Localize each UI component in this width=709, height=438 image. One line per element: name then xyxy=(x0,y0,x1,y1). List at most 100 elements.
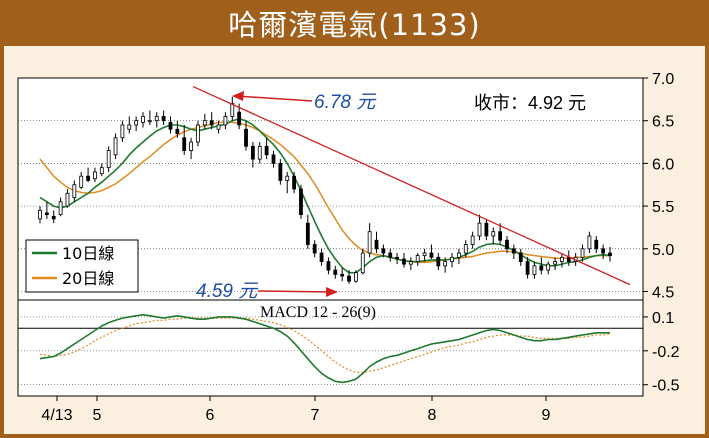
candle-body xyxy=(79,175,84,188)
candle-body xyxy=(299,188,303,216)
candle-body xyxy=(580,248,585,258)
legend-ma20-label: 20日線 xyxy=(62,269,114,288)
candle-body xyxy=(347,275,351,282)
candle-body xyxy=(518,252,523,262)
candle-body xyxy=(498,231,503,241)
legend-box xyxy=(25,239,139,293)
candle-body xyxy=(319,252,324,262)
legend-ma10-label: 10日線 xyxy=(62,244,114,263)
macd-line xyxy=(39,313,610,384)
candle-body xyxy=(72,184,77,198)
candle-body xyxy=(44,212,49,216)
candle-body xyxy=(175,128,180,134)
candle-body xyxy=(395,256,400,260)
macd-y-tick-label: -0.5 xyxy=(652,378,680,395)
close-price-label: 收市：4.92 元 xyxy=(474,93,586,113)
high-price-arrow xyxy=(235,95,313,102)
chart-title: 哈爾濱電氣(1133) xyxy=(228,8,481,42)
low-price-arrow xyxy=(257,290,334,293)
candle-body xyxy=(491,231,496,237)
candle-body xyxy=(86,175,90,181)
candle-body xyxy=(230,103,235,117)
macd-y-tick-label: -0.2 xyxy=(652,344,680,361)
candle-body xyxy=(457,252,461,258)
macd-lines-group xyxy=(39,313,611,384)
candle-body xyxy=(560,256,564,262)
x-axis-labels: 4/13 5 6 7 8 9 xyxy=(41,396,551,424)
candle-body xyxy=(402,258,406,265)
candle-body xyxy=(244,128,248,147)
candle-body xyxy=(51,215,56,220)
candle-body xyxy=(484,222,489,237)
low-price-arrowhead xyxy=(326,287,338,297)
candle-body xyxy=(374,239,379,250)
candle-body xyxy=(360,252,365,274)
candle-body xyxy=(154,116,159,122)
candle-body xyxy=(120,124,125,139)
candle-body xyxy=(196,124,200,143)
candle-body xyxy=(381,248,386,254)
candle-body xyxy=(463,244,468,254)
candle-body xyxy=(587,235,592,250)
candle-body xyxy=(429,252,434,258)
trendline-group xyxy=(192,85,631,286)
candle-body xyxy=(601,248,606,254)
candle-body xyxy=(594,239,599,250)
candle-body xyxy=(505,239,509,250)
candle-body xyxy=(415,255,420,262)
candle-body xyxy=(511,248,516,254)
candle-body xyxy=(367,231,372,254)
candle-body xyxy=(278,162,283,181)
x-tick-label: 8 xyxy=(428,407,437,424)
candle-body xyxy=(553,261,557,265)
x-tick-label: 7 xyxy=(311,407,320,424)
candle-body xyxy=(141,116,145,123)
candle-body xyxy=(264,145,269,156)
candle-body xyxy=(223,116,228,126)
candle-body xyxy=(134,120,139,126)
candle-body xyxy=(292,175,296,190)
candles-group xyxy=(38,96,612,284)
high-price-arrowhead xyxy=(232,91,244,101)
price-y-ticks: 7.0 6.5 6.0 5.5 5.0 4.5 xyxy=(643,71,674,301)
price-y-tick-label: 6.0 xyxy=(652,156,674,173)
candle-body xyxy=(65,192,70,207)
candle-body xyxy=(436,256,441,267)
candle-body xyxy=(58,201,63,216)
candle-body xyxy=(450,256,454,262)
candle-body xyxy=(216,124,221,130)
candle-body xyxy=(608,252,612,257)
price-y-tick-label: 4.5 xyxy=(652,284,674,301)
candle-body xyxy=(202,120,207,126)
x-tick-label: 4/13 xyxy=(41,407,72,424)
price-y-tick-label: 6.5 xyxy=(652,114,674,131)
candle-body xyxy=(340,273,345,277)
candle-body xyxy=(354,272,358,282)
candle-body xyxy=(99,167,104,175)
price-y-tick-label: 5.0 xyxy=(652,242,674,259)
candle-body xyxy=(147,120,152,123)
candle-body xyxy=(388,252,393,258)
candle-body xyxy=(422,252,427,257)
price-y-tick-label: 7.0 xyxy=(652,71,674,88)
candle-body xyxy=(305,222,310,245)
candle-body xyxy=(182,137,187,151)
x-tick-label: 9 xyxy=(542,407,551,424)
price-y-tick-label: 5.5 xyxy=(652,199,674,216)
candle-body xyxy=(106,150,111,169)
candle-body xyxy=(470,235,475,245)
candle-body xyxy=(532,265,537,275)
candle-body xyxy=(127,124,132,130)
candle-body xyxy=(237,111,242,126)
candle-body xyxy=(333,269,338,275)
candle-body xyxy=(326,261,331,271)
candle-body xyxy=(209,120,214,126)
macd-y-tick-label: 0.1 xyxy=(652,310,674,327)
x-tick-label: 5 xyxy=(93,407,102,424)
candle-body xyxy=(38,209,42,220)
candle-body xyxy=(161,116,166,122)
candle-body xyxy=(271,154,276,164)
candle-body xyxy=(250,145,255,160)
